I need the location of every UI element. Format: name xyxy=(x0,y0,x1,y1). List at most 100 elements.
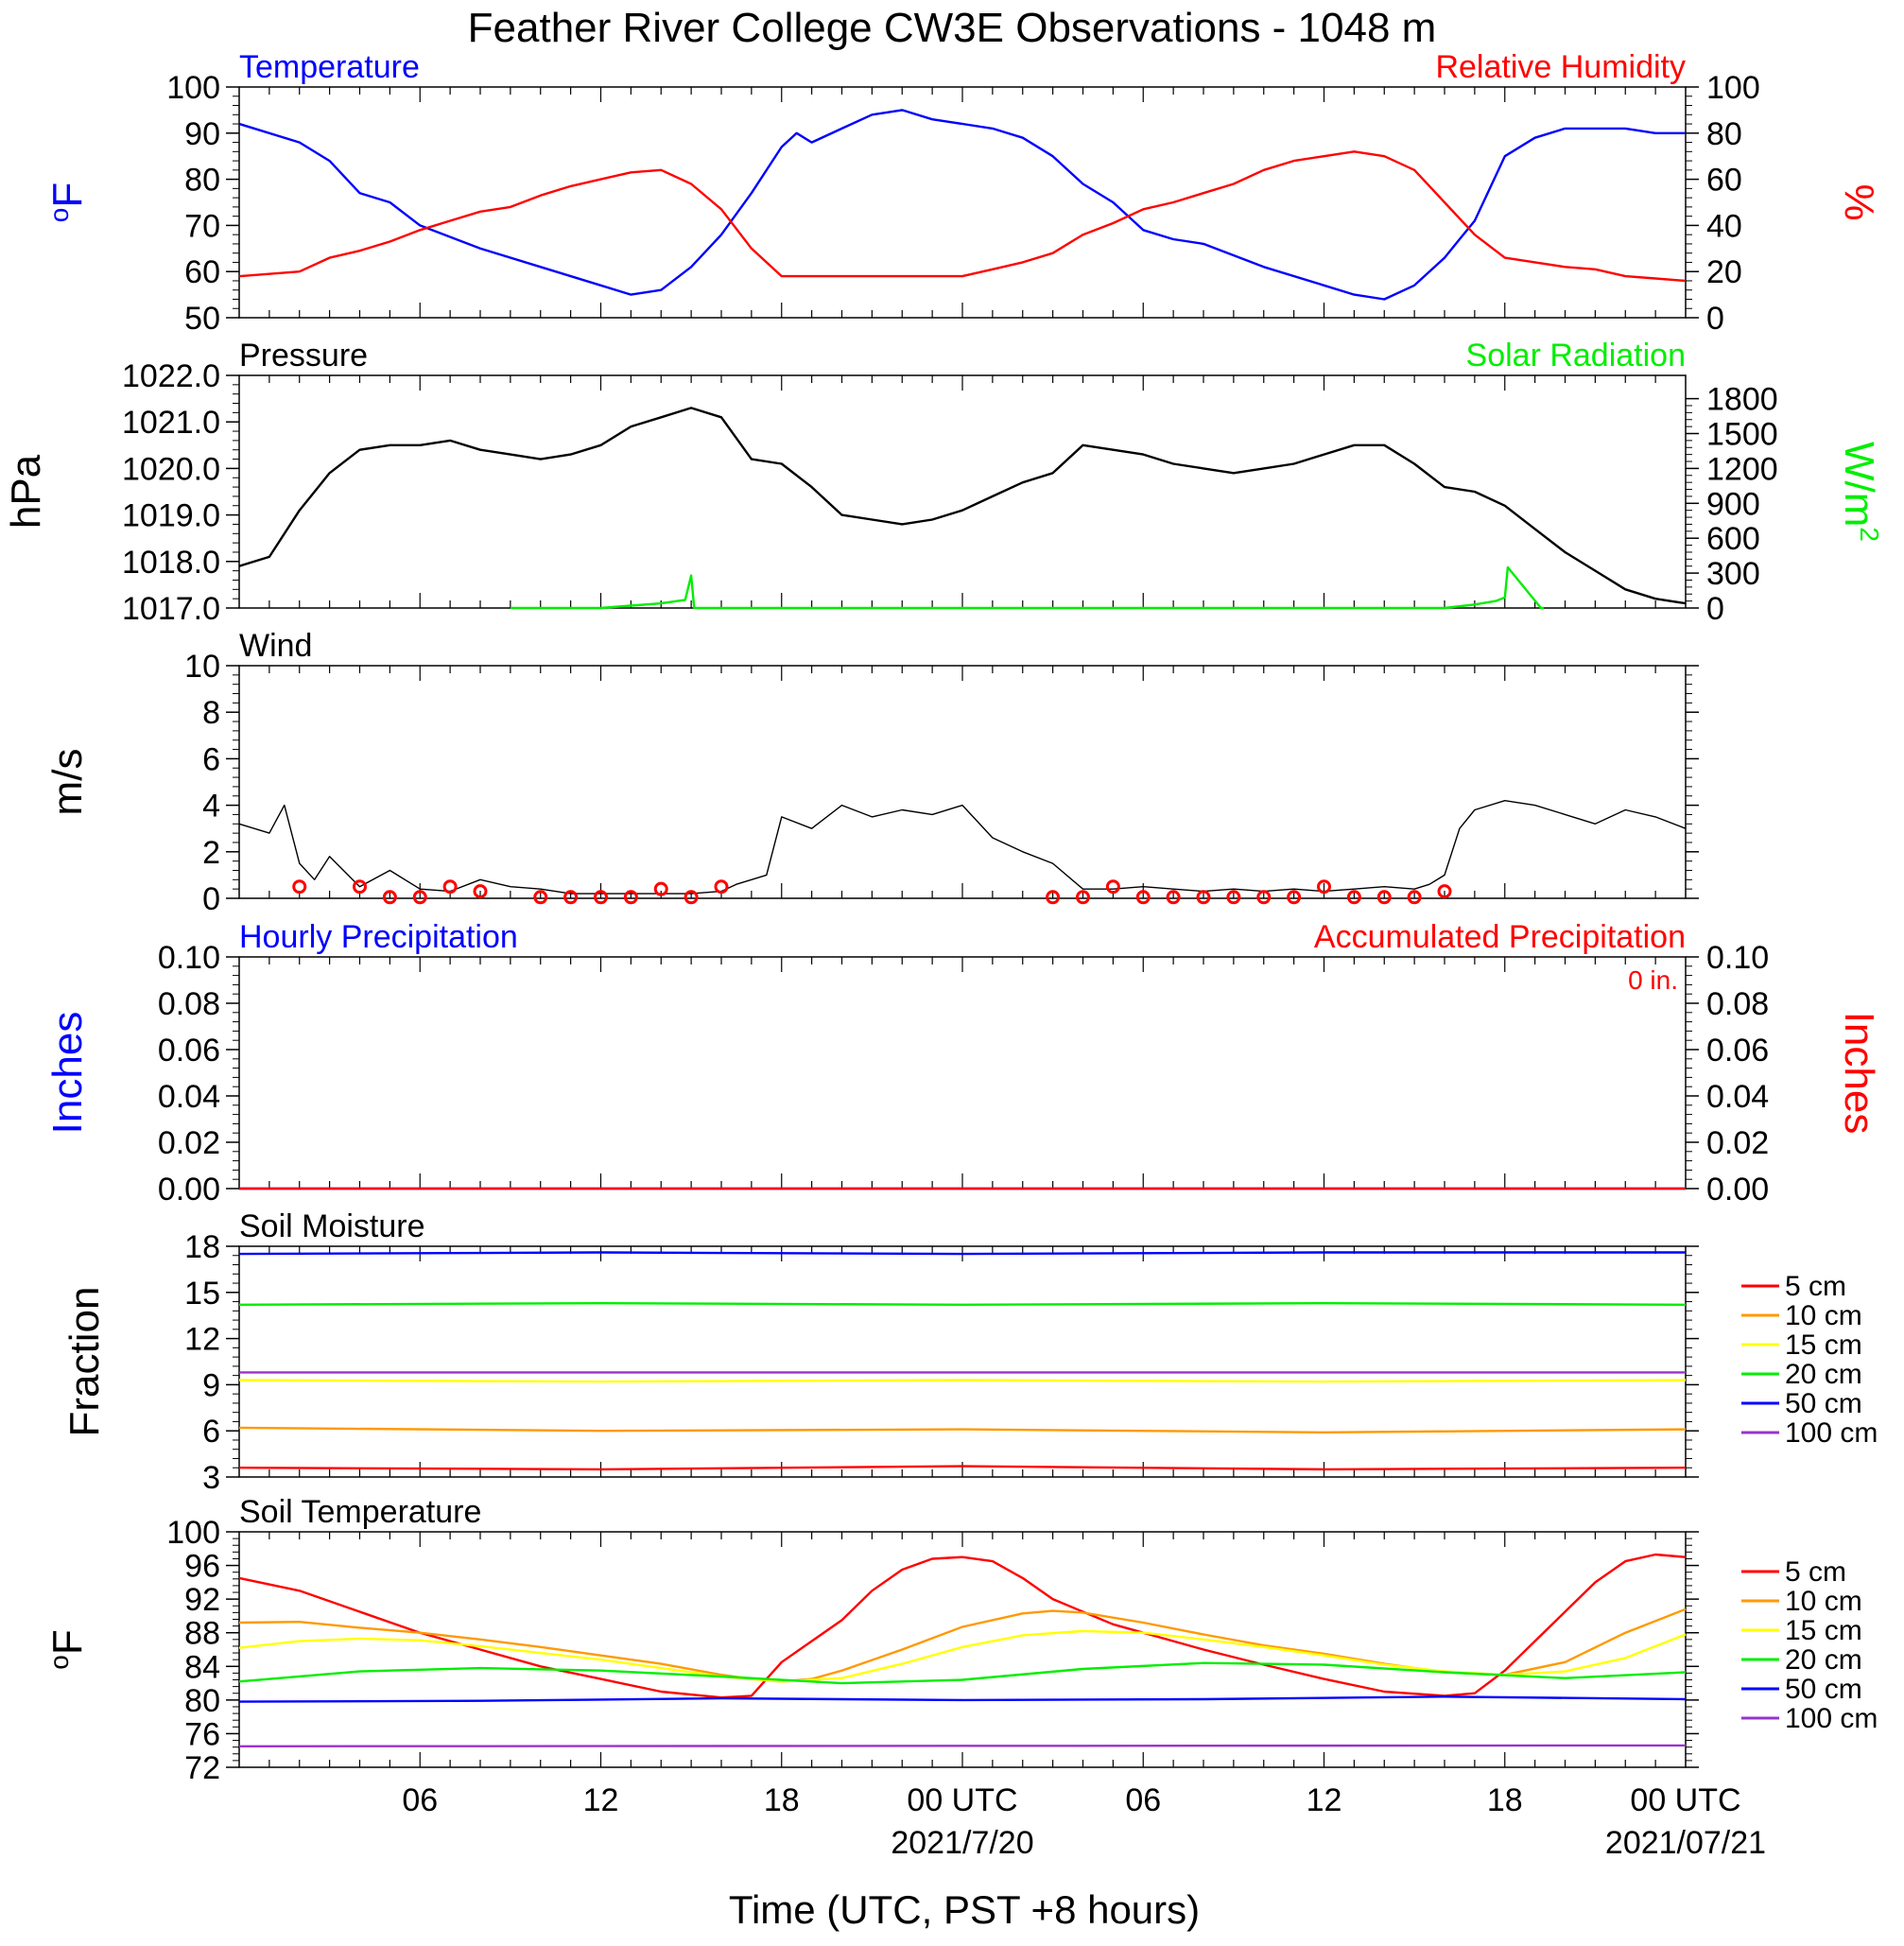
y-tick-label-right: 0.06 xyxy=(1706,1033,1769,1069)
y-tick-label-right: 900 xyxy=(1706,486,1760,522)
legend-label: 10 cm xyxy=(1785,1586,1862,1617)
y-tick-label-left: 0.06 xyxy=(158,1033,220,1069)
calm-wind-marker xyxy=(412,890,427,905)
y-tick-label-right: 20 xyxy=(1706,254,1742,290)
y-axis-label-left: oF xyxy=(44,182,91,222)
y-tick-label-right: 0 xyxy=(1706,591,1724,627)
y-axis-label-left: Fraction xyxy=(61,1287,108,1437)
legend-item: 50 cm xyxy=(1741,1388,1862,1419)
legend-item: 100 cm xyxy=(1741,1703,1878,1734)
legend-item: 10 cm xyxy=(1741,1586,1862,1617)
series-line-10-cm xyxy=(238,1426,1687,1434)
calm-wind-marker xyxy=(1226,890,1241,905)
calm-wind-marker xyxy=(684,890,699,905)
y-tick-label-left: 8 xyxy=(202,695,220,731)
y-tick-label-left: 80 xyxy=(184,163,220,199)
y-tick-label-left: 92 xyxy=(184,1582,220,1618)
y-tick-label-left: 76 xyxy=(184,1716,220,1752)
series-line-20-cm xyxy=(238,1301,1687,1307)
y-axis-label-left: Inches xyxy=(44,1012,91,1135)
x-tick-label: 12 xyxy=(1307,1782,1342,1818)
y-tick-label-right: 0.08 xyxy=(1706,986,1769,1022)
calm-wind-marker xyxy=(623,890,638,905)
legend-label: 50 cm xyxy=(1785,1388,1862,1419)
calm-wind-marker xyxy=(1135,890,1151,905)
y-tick-label-right: 0.04 xyxy=(1706,1079,1769,1115)
y-tick-label-left: 0.02 xyxy=(158,1125,220,1161)
panel-title-left: Soil Temperature xyxy=(239,1494,481,1530)
legend-label: 20 cm xyxy=(1785,1359,1862,1390)
y-tick-label-right: 1200 xyxy=(1706,451,1778,487)
calm-wind-marker xyxy=(563,890,579,905)
panel-title-left: Wind xyxy=(239,628,312,664)
panel-title-left: Temperature xyxy=(239,49,420,85)
y-tick-label-left: 1021.0 xyxy=(122,405,220,441)
panel-title-left: Pressure xyxy=(239,338,368,374)
y-axis-label-left: m/s xyxy=(44,749,91,816)
y-tick-label-left: 80 xyxy=(184,1683,220,1719)
x-date-label: 2021/07/21 xyxy=(1605,1825,1766,1861)
calm-wind-marker xyxy=(292,879,307,895)
legend-item: 100 cm xyxy=(1741,1417,1878,1449)
figure-title: Feather River College CW3E Observations … xyxy=(468,5,1437,51)
plot-frame xyxy=(238,1245,1687,1478)
plot-frame xyxy=(238,86,1687,319)
series-line-50-cm xyxy=(238,1695,1687,1703)
y-tick-label-left: 9 xyxy=(202,1367,220,1403)
x-tick-label: 06 xyxy=(1125,1782,1161,1818)
y-tick-label-left: 6 xyxy=(202,1414,220,1450)
y-tick-label-right: 1800 xyxy=(1706,382,1778,418)
y-axis-label-left: hPa xyxy=(3,454,49,529)
legend-label: 100 cm xyxy=(1785,1703,1878,1734)
x-tick-label: 00 UTC xyxy=(907,1782,1017,1818)
y-tick-label-left: 4 xyxy=(202,789,220,825)
legend-label: 10 cm xyxy=(1785,1300,1862,1331)
calm-wind-marker xyxy=(1196,890,1211,905)
x-tick-label: 12 xyxy=(583,1782,619,1818)
y-tick-label-left: 60 xyxy=(184,254,220,290)
y-tick-label-left: 18 xyxy=(184,1229,220,1265)
legend-item: 20 cm xyxy=(1741,1644,1862,1676)
legend-item: 5 cm xyxy=(1741,1271,1846,1302)
legend-label: 100 cm xyxy=(1785,1417,1878,1449)
series-line-50-cm xyxy=(238,1251,1686,1256)
series-line-wind xyxy=(238,800,1687,895)
y-tick-label-left: 50 xyxy=(184,301,220,337)
panel-title-right: Accumulated Precipitation xyxy=(1314,919,1686,955)
calm-wind-marker xyxy=(533,890,548,905)
y-axis-label-right: Inches xyxy=(1836,1012,1882,1135)
y-tick-label-left: 12 xyxy=(184,1322,220,1358)
y-axis-label-left: oF xyxy=(44,1629,91,1669)
x-tick-label: 06 xyxy=(402,1782,438,1818)
series-line-15-cm xyxy=(238,1379,1687,1383)
x-date-label: 2021/7/20 xyxy=(891,1825,1033,1861)
panel-temperature-humidity: 50 60 70 80 90 100 0 20 40 60 80 100 Temperature Rela… xyxy=(44,49,1882,337)
y-tick-label-left: 90 xyxy=(184,116,220,152)
y-tick-label-right: 60 xyxy=(1706,163,1742,199)
plot-frame xyxy=(238,1531,1687,1768)
calm-wind-marker xyxy=(353,879,367,895)
legend-item: 15 cm xyxy=(1741,1615,1862,1646)
y-tick-label-left: 0 xyxy=(202,881,220,917)
y-tick-label-right: 300 xyxy=(1706,556,1760,592)
legend-item: 5 cm xyxy=(1741,1556,1846,1588)
x-tick-label: 18 xyxy=(764,1782,800,1818)
calm-wind-marker xyxy=(442,879,458,895)
y-tick-label-left: 6 xyxy=(202,741,220,777)
y-tick-label-left: 0.04 xyxy=(158,1079,220,1115)
legend-item: 15 cm xyxy=(1741,1329,1862,1361)
panel-title-left: Soil Moisture xyxy=(239,1208,425,1244)
panel-title-left: Hourly Precipitation xyxy=(239,919,518,955)
panel-pressure-solar: 1017.0 1018.0 1019.0 1020.0 1021.0 1022.0 0300… xyxy=(3,338,1884,627)
panel-title-right: Relative Humidity xyxy=(1435,49,1686,85)
panel-precipitation: 0.00 0.02 0.04 0.06 0.08 0.10 0.00 0.02 0.04 0.06… xyxy=(44,919,1882,1208)
calm-wind-marker xyxy=(382,890,397,905)
series-line-temperature xyxy=(238,109,1686,301)
legend-label: 20 cm xyxy=(1785,1644,1862,1676)
plot-frame xyxy=(238,665,1687,899)
legend-label: 5 cm xyxy=(1785,1556,1846,1588)
legend-item: 50 cm xyxy=(1741,1674,1862,1705)
y-tick-label-right: 0.10 xyxy=(1706,940,1769,976)
